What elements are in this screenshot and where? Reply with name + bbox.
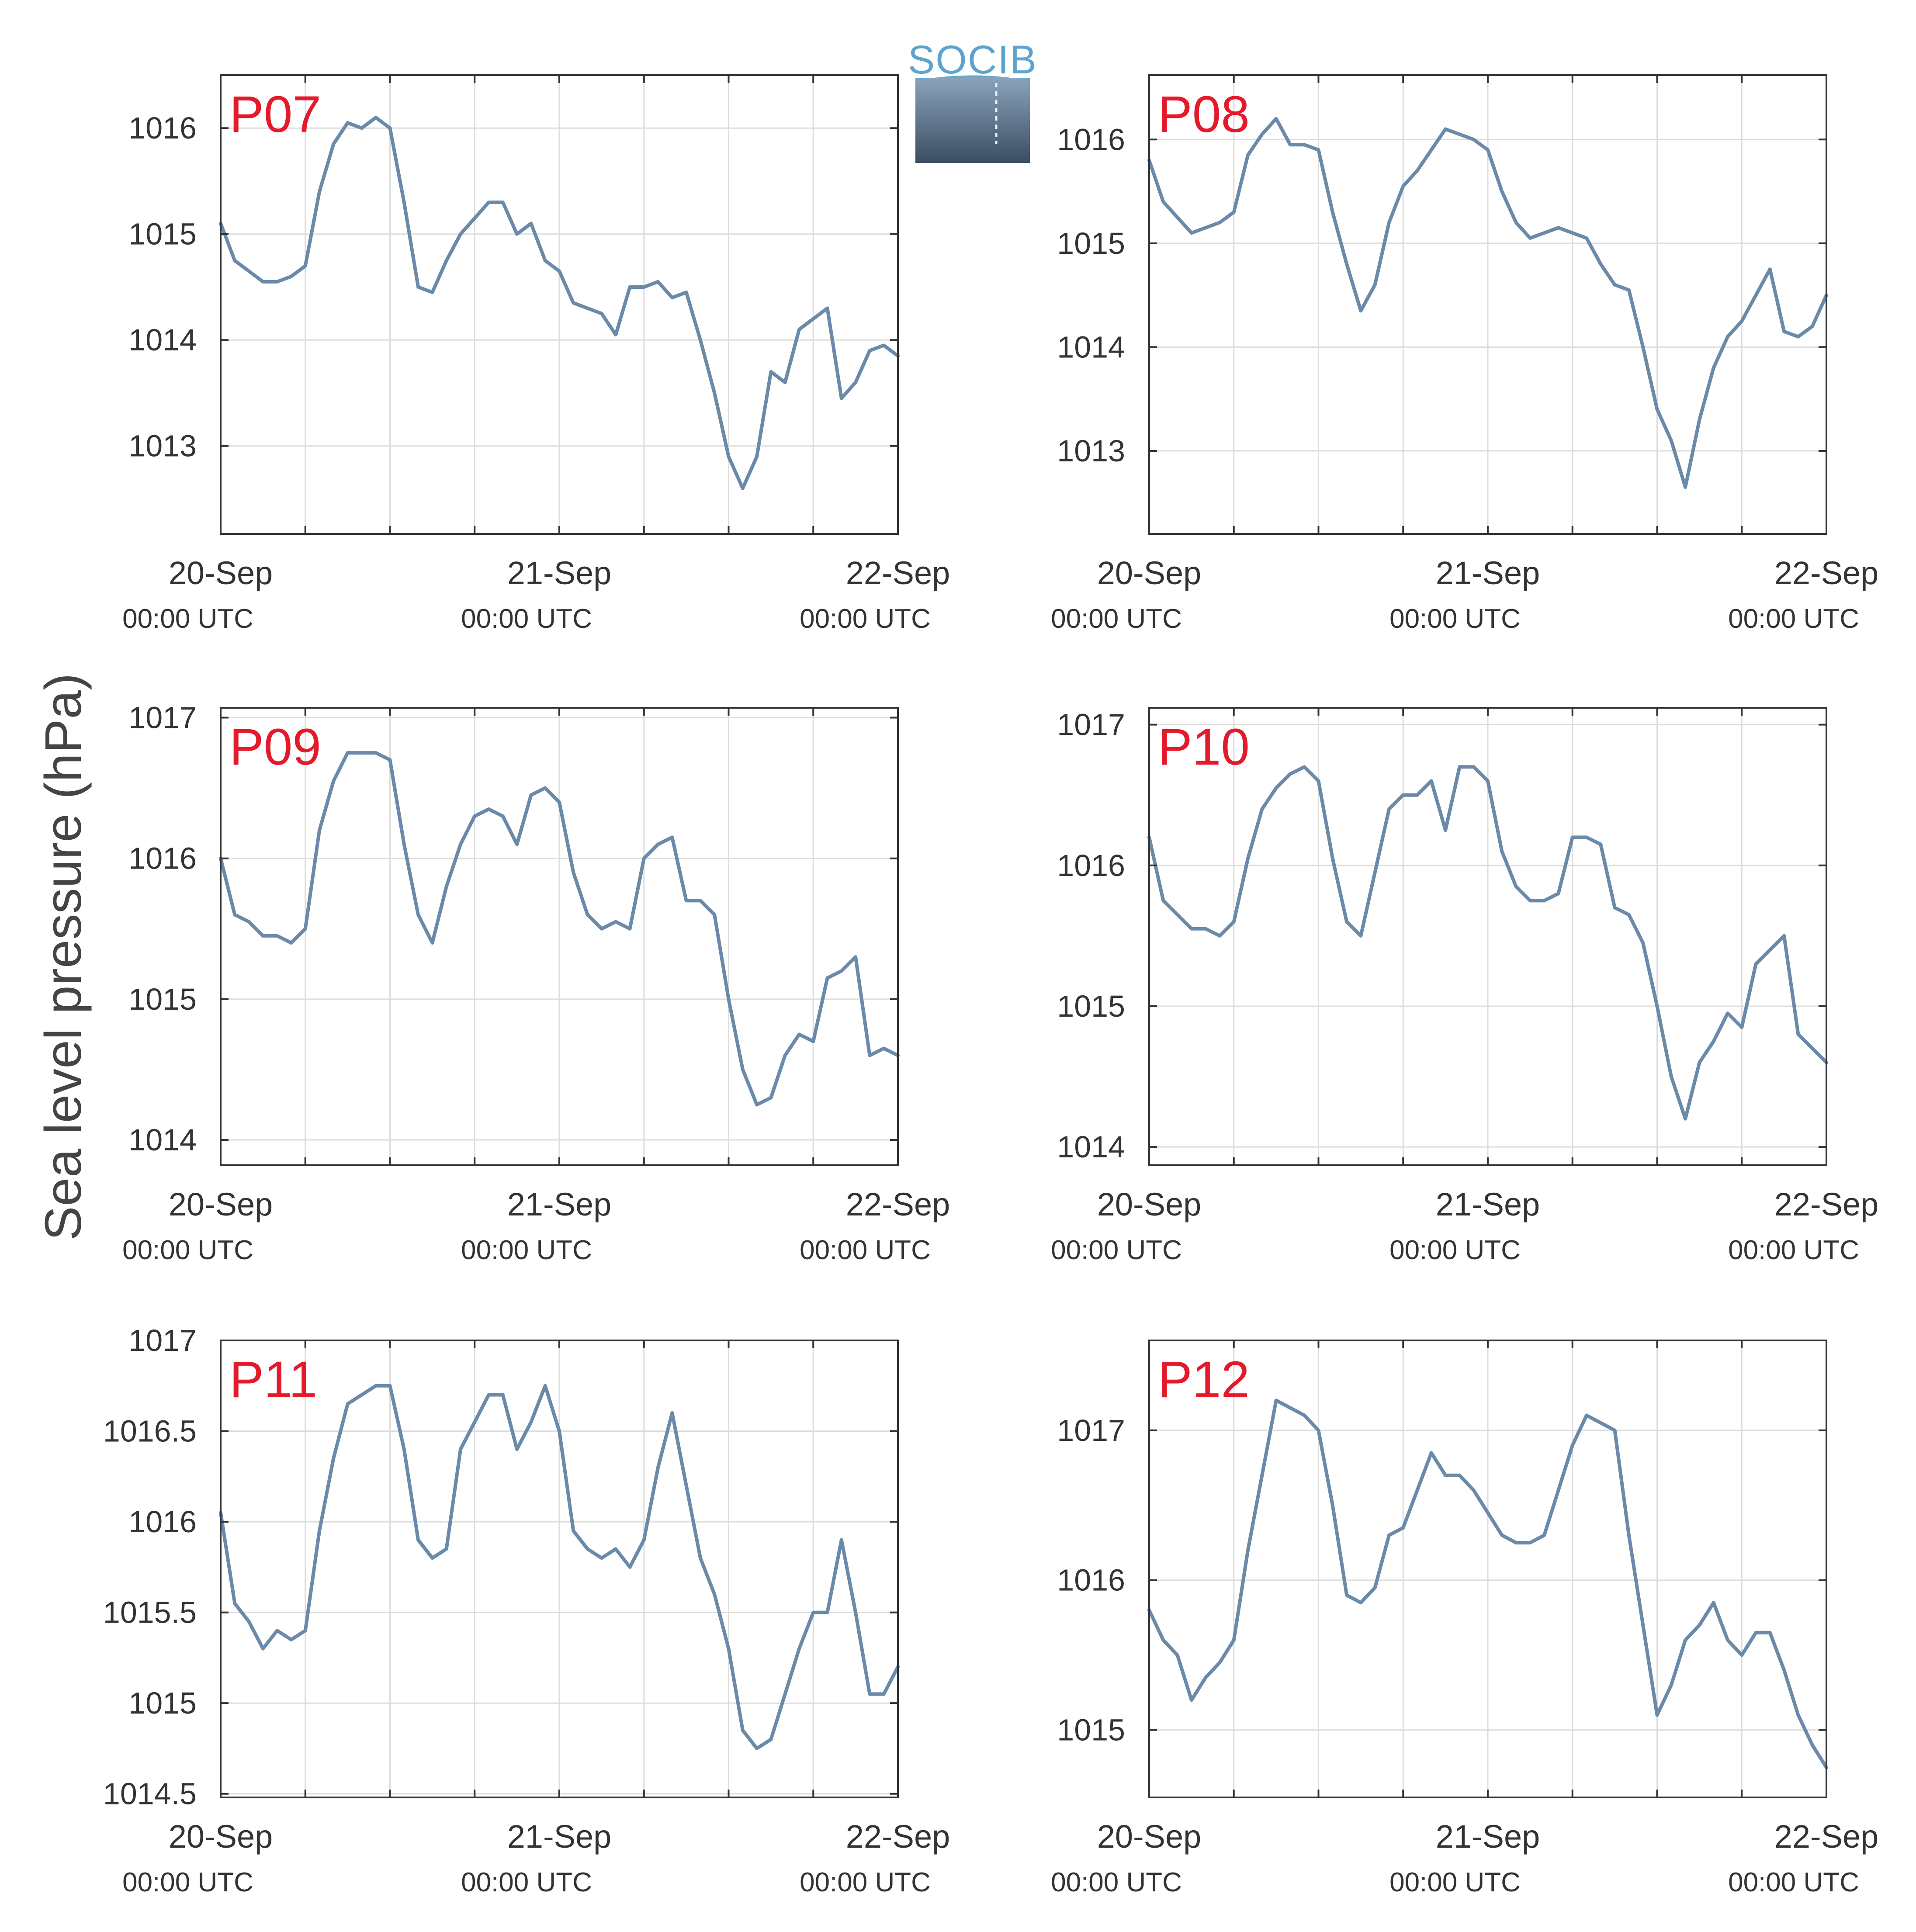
station-label-p07: P07: [229, 86, 321, 143]
x-tick-time-label-p09: 00:00 UTC: [461, 1235, 592, 1265]
x-tick-date-label-p09: 21-Sep: [507, 1186, 612, 1222]
y-tick-label-p11: 1017: [128, 1323, 197, 1357]
y-tick-label-p11: 1016: [128, 1505, 197, 1539]
y-tick-label-p10: 1016: [1057, 848, 1125, 883]
x-tick-date-label-p08: 21-Sep: [1436, 555, 1540, 591]
x-tick-date-label-p11: 21-Sep: [507, 1818, 612, 1855]
y-tick-label-p09: 1017: [128, 701, 197, 735]
x-tick-date-label-p07: 22-Sep: [846, 555, 950, 591]
x-tick-time-label-p10: 00:00 UTC: [1389, 1235, 1521, 1265]
x-tick-time-label-p07: 00:00 UTC: [461, 604, 592, 634]
station-label-p10: P10: [1158, 718, 1250, 776]
logo-text: SOCIB: [908, 38, 1037, 82]
x-tick-date-label-p12: 20-Sep: [1097, 1818, 1202, 1855]
x-tick-date-label-p08: 20-Sep: [1097, 555, 1202, 591]
logo-gradient-block: [915, 78, 1030, 163]
y-tick-label-p08: 1014: [1057, 330, 1125, 364]
x-tick-date-label-p10: 22-Sep: [1774, 1186, 1879, 1222]
y-tick-label-p08: 1016: [1057, 122, 1125, 156]
x-tick-time-label-p07: 00:00 UTC: [122, 604, 253, 634]
x-tick-date-label-p11: 22-Sep: [846, 1818, 950, 1855]
panel-p07: 1013 1014 1015 1016 20-Sep 00:00 UTC 21-Sep 00:…: [122, 74, 950, 634]
x-tick-time-label-p11: 00:00 UTC: [122, 1867, 253, 1897]
x-tick-time-label-p08: 00:00 UTC: [1728, 604, 1859, 634]
x-tick-time-label-p09: 00:00 UTC: [122, 1235, 253, 1265]
x-tick-date-label-p07: 20-Sep: [169, 555, 273, 591]
x-tick-date-label-p12: 22-Sep: [1774, 1818, 1879, 1855]
y-tick-label-p12: 1015: [1057, 1713, 1125, 1747]
x-tick-date-label-p10: 20-Sep: [1097, 1186, 1202, 1222]
y-tick-label-p07: 1015: [128, 217, 197, 251]
x-tick-date-label-p11: 20-Sep: [169, 1818, 273, 1855]
y-tick-label-p07: 1014: [128, 323, 197, 357]
panel-p08: 1013 1014 1015 1016 20-Sep 00:00 UTC 21-Sep 00:…: [1051, 74, 1879, 634]
series-line-p08: [1147, 117, 1828, 489]
panel-p09: 1014 1015 1016 1017 20-Sep 00:00 UTC 21-Sep 00:…: [122, 701, 950, 1265]
y-tick-label-p07: 1016: [128, 111, 197, 145]
chart-panels: 1013 1014 1015 1016 20-Sep 00:00 UTC 21-Sep 00:…: [103, 74, 1879, 1897]
y-tick-label-p12: 1017: [1057, 1413, 1125, 1447]
panel-p11: 1014.5 1015 1015.5 1016 1016.5 1017 20-Sep 00:0…: [103, 1323, 950, 1897]
series-line-p09: [219, 751, 900, 1107]
x-tick-time-label-p09: 00:00 UTC: [800, 1235, 931, 1265]
y-tick-label-p11: 1016.5: [103, 1414, 197, 1448]
x-tick-time-label-p08: 00:00 UTC: [1051, 604, 1182, 634]
socib-logo: SOCIB: [908, 38, 1037, 163]
series-line-p10: [1147, 765, 1828, 1121]
y-tick-label-p08: 1015: [1057, 226, 1125, 260]
x-tick-time-label-p10: 00:00 UTC: [1728, 1235, 1859, 1265]
series-line-p12: [1147, 1399, 1828, 1769]
y-tick-label-p11: 1015.5: [103, 1596, 197, 1630]
x-tick-time-label-p12: 00:00 UTC: [1051, 1867, 1182, 1897]
y-tick-label-p11: 1015: [128, 1686, 197, 1720]
series-line-p11: [219, 1384, 900, 1750]
y-tick-label-p10: 1014: [1057, 1130, 1125, 1164]
x-tick-date-label-p08: 22-Sep: [1774, 555, 1879, 591]
x-tick-time-label-p11: 00:00 UTC: [461, 1867, 592, 1897]
x-tick-date-label-p07: 21-Sep: [507, 555, 612, 591]
y-tick-label-p12: 1016: [1057, 1563, 1125, 1597]
y-tick-label-p09: 1016: [128, 841, 197, 876]
x-tick-time-label-p12: 00:00 UTC: [1728, 1867, 1859, 1897]
station-label-p12: P12: [1158, 1351, 1250, 1409]
x-tick-date-label-p09: 20-Sep: [169, 1186, 273, 1222]
station-label-p08: P08: [1158, 86, 1250, 143]
logo-wave: [915, 75, 1030, 81]
x-tick-time-label-p11: 00:00 UTC: [800, 1867, 931, 1897]
station-label-p09: P09: [229, 718, 321, 776]
x-tick-time-label-p08: 00:00 UTC: [1389, 604, 1521, 634]
y-tick-label-p09: 1015: [128, 982, 197, 1016]
y-tick-label-p08: 1013: [1057, 434, 1125, 468]
x-tick-date-label-p09: 22-Sep: [846, 1186, 950, 1222]
x-tick-time-label-p10: 00:00 UTC: [1051, 1235, 1182, 1265]
y-tick-label-p10: 1017: [1057, 708, 1125, 742]
y-tick-label-p11: 1014.5: [103, 1777, 197, 1811]
y-tick-label-p10: 1015: [1057, 989, 1125, 1023]
series-line-p07: [219, 116, 900, 490]
x-tick-time-label-p12: 00:00 UTC: [1389, 1867, 1521, 1897]
y-tick-label-p09: 1014: [128, 1123, 197, 1157]
x-tick-date-label-p10: 21-Sep: [1436, 1186, 1540, 1222]
panel-p12: 1015 1016 1017 20-Sep 00:00 UTC 21-Sep 00:00 U…: [1051, 1340, 1878, 1897]
x-tick-time-label-p07: 00:00 UTC: [800, 604, 931, 634]
panel-p10: 1014 1015 1016 1017 20-Sep 00:00 UTC 21-Sep 00:…: [1051, 707, 1879, 1265]
x-tick-date-label-p12: 21-Sep: [1436, 1818, 1540, 1855]
shared-y-axis-label: Sea level pressure (hPa): [35, 673, 92, 1241]
station-label-p11: P11: [229, 1351, 317, 1409]
y-tick-label-p07: 1013: [128, 429, 197, 463]
